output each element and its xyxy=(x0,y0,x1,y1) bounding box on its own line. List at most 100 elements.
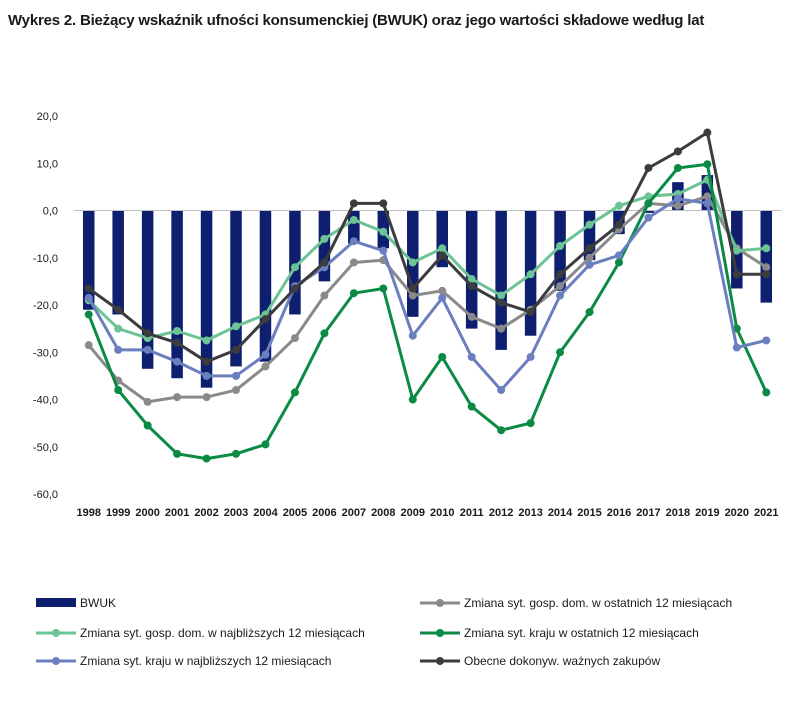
x-tick-label-2018: 2018 xyxy=(666,507,690,519)
bars-layer xyxy=(82,175,773,388)
series-5-point-2006 xyxy=(320,258,329,267)
series-3-point-2002 xyxy=(202,454,211,463)
legend-label: Zmiana syt. kraju w ostatnich 12 miesiąc… xyxy=(464,626,699,640)
x-tick-label-2020: 2020 xyxy=(725,507,749,519)
x-tick-label-2019: 2019 xyxy=(695,507,719,519)
bar-bwuk-2010 xyxy=(436,210,448,268)
series-4-point-2013 xyxy=(526,352,535,361)
series-1-point-2001 xyxy=(173,393,182,402)
x-axis: 1998 1999 2000 2001 2002 2003 2004 2005 2006 2007… xyxy=(76,507,778,519)
legend-label: Zmiana syt. kraju w najbliższych 12 mies… xyxy=(80,654,331,668)
bar-bwuk-2000 xyxy=(141,210,154,369)
series-2-point-1999 xyxy=(114,324,123,333)
x-tick-label-2021: 2021 xyxy=(754,507,778,519)
bar-bwuk-2003 xyxy=(230,210,242,367)
x-tick-label-2013: 2013 xyxy=(518,507,542,519)
x-tick-label-2001: 2001 xyxy=(165,507,189,519)
x-tick-label-2011: 2011 xyxy=(460,507,484,519)
series-5-point-2017 xyxy=(644,163,653,172)
legend-label: Zmiana syt. gosp. dom. w najbliższych 12… xyxy=(80,626,365,640)
series-4-point-2003 xyxy=(232,371,241,380)
series-3-point-2019 xyxy=(703,160,712,169)
y-axis: 20,0 10,0 0,0 -10,0 -20,0 -30,0 -40,0 -50,0 -60,… xyxy=(33,111,58,501)
x-tick-label-2015: 2015 xyxy=(577,507,601,519)
series-2-point-2002 xyxy=(202,336,211,345)
series-1-point-2021 xyxy=(762,263,771,272)
series-line-group-4 xyxy=(84,194,771,395)
series-5-point-2015 xyxy=(585,244,594,253)
series-5-point-2019 xyxy=(703,128,712,137)
series-5-point-2018 xyxy=(673,147,682,156)
series-4-point-1999 xyxy=(114,345,123,354)
series-1-point-2011 xyxy=(467,312,476,321)
legend-swatch-marker xyxy=(52,629,60,637)
bar-bwuk-2011 xyxy=(465,210,478,329)
y-tick-label: -60,0 xyxy=(33,489,58,501)
x-tick-label-2017: 2017 xyxy=(636,507,660,519)
series-5-point-2005 xyxy=(290,284,299,293)
series-1-point-1998 xyxy=(84,341,93,350)
legend-item-5: Zmiana syt. kraju w najbliższych 12 mies… xyxy=(36,654,331,668)
series-1-point-2007 xyxy=(349,258,358,267)
y-tick-label: 10,0 xyxy=(37,158,58,170)
x-tick-label-2004: 2004 xyxy=(253,507,278,519)
series-5-point-1998 xyxy=(84,284,93,293)
series-2-point-2011 xyxy=(467,275,476,284)
series-5-point-2002 xyxy=(202,357,211,366)
series-4-point-2007 xyxy=(349,237,358,246)
series-4-point-2009 xyxy=(408,331,417,340)
series-3-point-2011 xyxy=(467,402,476,411)
series-2-point-2009 xyxy=(408,258,417,267)
series-2-point-2012 xyxy=(497,291,506,300)
series-4-point-2008 xyxy=(379,246,388,255)
series-3-point-2003 xyxy=(232,449,241,458)
series-5-point-2004 xyxy=(261,315,270,324)
series-3-point-2000 xyxy=(143,421,152,430)
legend-item-4: Zmiana syt. kraju w ostatnich 12 miesiąc… xyxy=(420,626,699,640)
series-2-point-2021 xyxy=(762,244,771,253)
series-2-point-2016 xyxy=(614,201,623,210)
lines-layer xyxy=(84,128,771,463)
series-5-point-2011 xyxy=(467,282,476,291)
bar-bwuk-2015 xyxy=(583,210,596,261)
y-tick-label: -30,0 xyxy=(33,347,58,359)
series-line-5 xyxy=(87,131,768,364)
series-line-group-5 xyxy=(84,128,771,366)
x-tick-label-1998: 1998 xyxy=(76,507,100,519)
series-4-point-2002 xyxy=(202,371,211,380)
y-tick-label: 0,0 xyxy=(43,206,58,218)
x-tick-label-2002: 2002 xyxy=(194,507,218,519)
series-4-point-2000 xyxy=(143,345,152,354)
series-2-point-2006 xyxy=(320,234,329,243)
series-4-point-2001 xyxy=(173,357,182,366)
bar-bwuk-2004 xyxy=(259,210,272,362)
series-1-point-2019 xyxy=(703,192,712,201)
series-3-point-2012 xyxy=(497,426,506,435)
series-2-point-2015 xyxy=(585,220,594,229)
series-1-point-2004 xyxy=(261,362,270,371)
legend-swatch-bar xyxy=(36,598,76,607)
series-1-point-2005 xyxy=(290,334,299,343)
series-5-point-2020 xyxy=(732,270,741,279)
series-1-point-2002 xyxy=(202,393,211,402)
series-3-point-2018 xyxy=(673,163,682,172)
series-2-point-2013 xyxy=(526,270,535,279)
series-3-point-2010 xyxy=(438,352,447,361)
bar-bwuk-2014 xyxy=(554,210,566,291)
series-line-3 xyxy=(87,162,768,461)
x-tick-label-2000: 2000 xyxy=(135,507,159,519)
series-3-point-2008 xyxy=(379,284,388,293)
bar-bwuk-2007 xyxy=(348,210,360,244)
series-5-point-2007 xyxy=(349,199,358,208)
bar-bwuk-2005 xyxy=(289,210,301,315)
series-1-point-2015 xyxy=(585,253,594,262)
series-3-point-2021 xyxy=(762,388,771,397)
y-tick-label: -40,0 xyxy=(33,395,58,407)
series-2-point-2020 xyxy=(732,246,741,255)
legend-label: BWUK xyxy=(80,596,116,610)
legend-item-2: Zmiana syt. gosp. dom. w ostatnich 12 mi… xyxy=(420,596,732,610)
series-1-point-2014 xyxy=(556,282,565,291)
x-tick-label-2003: 2003 xyxy=(224,507,248,519)
series-3-point-2013 xyxy=(526,419,535,428)
x-tick-label-2008: 2008 xyxy=(371,507,395,519)
